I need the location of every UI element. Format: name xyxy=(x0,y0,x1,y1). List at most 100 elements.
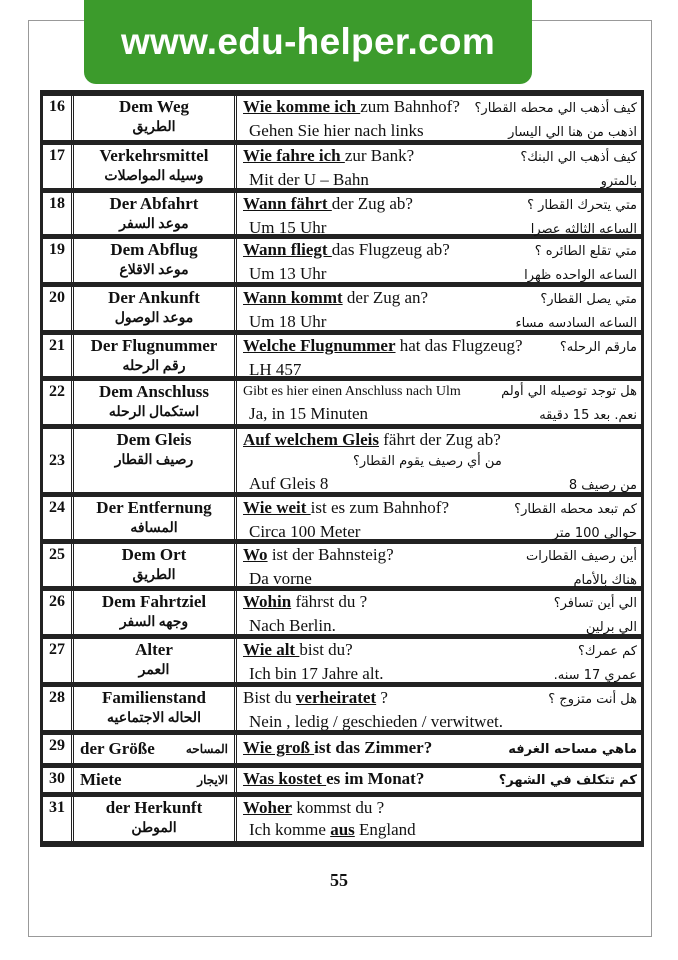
question-german: Wann fliegt das Flugzeug ab? xyxy=(243,239,450,261)
answer-prefix: Da vorne xyxy=(249,569,312,588)
row-number: 30 xyxy=(42,768,74,792)
question-prefix: Bist du xyxy=(243,688,296,707)
term-cell: Dem Anschluss استكمال الرحله xyxy=(74,381,237,424)
answer-prefix: Um 13 Uhr xyxy=(249,264,327,283)
answer-german: Nein , ledig / geschieden / verwitwet. xyxy=(249,711,503,733)
question-german: Wann fährt der Zug ab? xyxy=(243,193,413,215)
question-german: Auf welchem Gleis fährt der Zug ab? xyxy=(243,429,501,451)
answer-arabic: حوالي 100 متر xyxy=(552,526,637,541)
question-german: Wie weit ist es zum Bahnhof? xyxy=(243,497,449,519)
question-suffix: das Flugzeug ab? xyxy=(331,240,450,259)
term-arabic: العمر xyxy=(138,663,170,678)
question-arabic: كم تبعد محطه القطار؟ xyxy=(514,502,637,517)
question-arabic: مارقم الرحله؟ xyxy=(559,340,637,355)
answer-prefix: Ich bin 17 Jahre alt. xyxy=(249,664,384,683)
term-cell: Dem Fahrtziel وجهه السفر xyxy=(74,591,237,634)
term-arabic: وجهه السفر xyxy=(119,615,189,630)
term-arabic: المسافه xyxy=(130,521,178,536)
term-cell: Verkehrsmittel وسيله المواصلات xyxy=(74,145,237,188)
term-arabic: وسيله المواصلات xyxy=(104,169,204,184)
table-row: 29 der Größe المساحه Wie groß ist das Zimme… xyxy=(42,733,642,765)
term-german: Dem Abflug xyxy=(110,240,198,259)
term-german: Dem Gleis xyxy=(116,430,192,449)
sentence-cell: Wie komme ich zum Bahnhof? كيف أذهب الي م… xyxy=(237,96,642,140)
answer-line: Um 18 Uhr الساعه السادسه مساء xyxy=(243,311,637,335)
row-number: 29 xyxy=(42,735,74,763)
sentence-cell: Bist du verheiratet ? هل أنت متزوج ؟ Nein … xyxy=(237,687,642,733)
sentence-cell: Woher kommst du ? Ich komme aus England xyxy=(237,797,642,841)
vocabulary-table: 16 Dem Weg الطريق Wie komme ich zum Bahnhof… xyxy=(40,90,644,847)
question-keyword: Woher xyxy=(243,798,293,817)
question-line: Wann fährt der Zug ab? متي يتحرك القطار ؟ xyxy=(243,193,637,217)
row-number: 23 xyxy=(42,429,74,492)
answer-german: Gehen Sie hier nach links xyxy=(249,120,424,142)
table-row: 21 Der Flugnummer رقم الرحله Welche Flugnum… xyxy=(42,333,642,379)
answer-german: Ich bin 17 Jahre alt. xyxy=(249,663,384,685)
term-cell: Dem Gleis رصيف القطار xyxy=(74,429,237,492)
answer-line: Ich bin 17 Jahre alt. عمري 17 سنه. xyxy=(243,663,637,687)
question-keyword: Wie alt xyxy=(243,640,300,659)
question-line: Wie weit ist es zum Bahnhof? كم تبعد محطه… xyxy=(243,497,637,521)
answer-prefix: Um 18 Uhr xyxy=(249,312,327,331)
term-arabic: الطريق xyxy=(132,568,176,583)
sentence-cell: Wie weit ist es zum Bahnhof? كم تبعد محطه… xyxy=(237,497,642,541)
question-suffix: der Zug ab? xyxy=(331,194,413,213)
question-german: Wie groß ist das Zimmer? xyxy=(243,737,432,759)
question-arabic: ماهي مساحه الغرفه xyxy=(508,742,637,757)
sentence-cell: Auf welchem Gleis fährt der Zug ab? من أي… xyxy=(237,429,642,493)
question-german: Wo ist der Bahnsteig? xyxy=(243,544,394,566)
question-line: Wann kommt der Zug an? متي يصل القطار؟ xyxy=(243,287,637,311)
table-row: 26 Dem Fahrtziel وجهه السفر Wohin fährst du… xyxy=(42,589,642,636)
question-suffix: der Zug an? xyxy=(342,288,429,307)
term-german: Alter xyxy=(135,640,173,659)
question-arabic: هل توجد توصيله الي أولم xyxy=(501,384,637,399)
term-cell: Dem Weg الطريق xyxy=(74,96,237,140)
question-keyword: Auf welchem Gleis xyxy=(243,430,379,449)
term-cell: Alter العمر xyxy=(74,639,237,682)
term-arabic: استكمال الرحله xyxy=(108,405,200,420)
question-german: Wann kommt der Zug an? xyxy=(243,287,428,309)
row-number: 19 xyxy=(42,239,74,282)
question-keyword: verheiratet xyxy=(295,688,377,707)
term-cell: Der Flugnummer رقم الرحله xyxy=(74,335,237,376)
question-suffix: zum Bahnhof? xyxy=(360,97,460,116)
answer-prefix: Auf Gleis 8 xyxy=(249,474,329,493)
answer-german: Nach Berlin. xyxy=(249,615,336,637)
term-german: Der Flugnummer xyxy=(90,336,218,355)
sentence-cell: Wie groß ist das Zimmer? ماهي مساحه الغرف… xyxy=(237,735,642,763)
answer-arabic: عمري 17 سنه. xyxy=(553,668,637,683)
answer-line: Circa 100 Meter حوالي 100 متر xyxy=(243,521,637,545)
term-german: Familienstand xyxy=(102,688,206,707)
row-number: 21 xyxy=(42,335,74,376)
question-arabic: كم تتكلف في الشهر؟ xyxy=(498,773,637,788)
sentence-cell: Gibt es hier einen Anschluss nach Ulm هل … xyxy=(237,381,642,424)
question-german: Welche Flugnummer hat das Flugzeug? xyxy=(243,335,523,357)
question-german: Wohin fährst du ? xyxy=(243,591,367,613)
sentence-cell: Wohin fährst du ? الي أين تسافر؟ Nach Berl… xyxy=(237,591,642,637)
answer-line: Auf Gleis 8 من رصيف 8 xyxy=(243,473,637,497)
term-cell: Dem Abflug موعد الاقلاع xyxy=(74,239,237,282)
answer-line: Um 15 Uhr الساعه الثالثه عصرا xyxy=(243,217,637,241)
table-row: 17 Verkehrsmittel وسيله المواصلات Wie fahre… xyxy=(42,143,642,190)
answer-prefix: Ja, in 15 Minuten xyxy=(249,404,368,423)
question-suffix: fährst du ? xyxy=(291,592,368,611)
table-row: 22 Dem Anschluss استكمال الرحله Gibt es hie… xyxy=(42,379,642,426)
sentence-cell: Wo ist der Bahnsteig? أين رصيف القطارات Da… xyxy=(237,544,642,588)
answer-german: Um 18 Uhr xyxy=(249,311,326,333)
question-german: Wie fahre ich zur Bank? xyxy=(243,145,414,167)
term-arabic: الحاله الاجتماعيه xyxy=(107,711,201,726)
question-suffix: kommst du ? xyxy=(292,798,385,817)
question-suffix: es im Monat? xyxy=(326,769,425,788)
term-german: Verkehrsmittel xyxy=(99,146,209,165)
answer-arabic: من رصيف 8 xyxy=(568,478,637,493)
term-cell: Der Entfernung المسافه xyxy=(74,497,237,539)
question-keyword: Wie fahre ich xyxy=(243,146,345,165)
answer-suffix: England xyxy=(354,820,416,839)
answer-german: Da vorne xyxy=(249,568,312,590)
term-german: Dem Ort xyxy=(121,545,187,564)
answer-line: Ich komme aus England xyxy=(243,819,637,841)
answer-german: Um 15 Uhr xyxy=(249,217,326,239)
question-line: Wie alt bist du? كم عمرك؟ xyxy=(243,639,637,663)
question-keyword: Wann kommt xyxy=(243,288,343,307)
question-arabic: أين رصيف القطارات xyxy=(526,549,637,564)
